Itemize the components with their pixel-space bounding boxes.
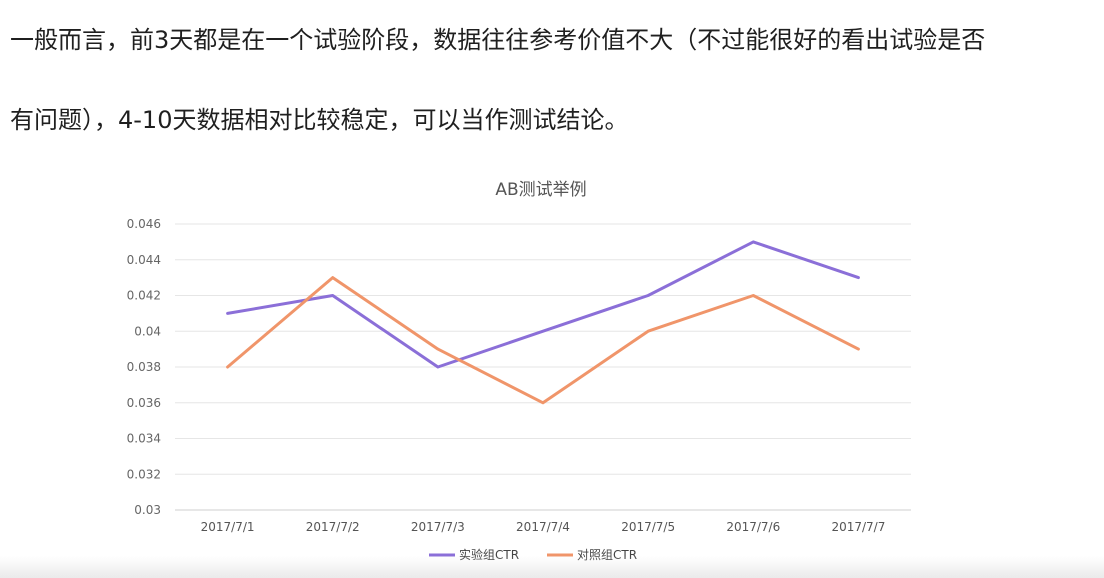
- chart-title: AB测试举例: [495, 180, 586, 200]
- y-tick-label: 0.03: [134, 503, 161, 517]
- intro-paragraph: 一般而言，前3天都是在一个试验阶段，数据往往参考价值不大（不过能很好的看出试验是…: [10, 0, 1096, 160]
- x-tick-label: 2017/7/4: [516, 520, 570, 534]
- y-axis-ticks: 0.03 0.032 0.034 0.036 0.038 0.04 0.042 0.044 0.…: [127, 217, 161, 517]
- line-chart: AB测试举例 0.03 0.032 0.034 0.036 0.038 0.04 0.042…: [127, 180, 911, 562]
- y-tick-label: 0.042: [127, 289, 161, 303]
- paragraph-line-2: 有问题），4-10天数据相对比较稳定，可以当作测试结论。: [10, 106, 629, 134]
- x-axis-ticks: 2017/7/1 2017/7/2 2017/7/3 2017/7/4 2017/7/5…: [201, 520, 886, 534]
- y-tick-label: 0.036: [127, 396, 161, 410]
- y-tick-label: 0.032: [127, 467, 161, 481]
- y-tick-label: 0.034: [127, 432, 161, 446]
- x-tick-label: 2017/7/3: [411, 520, 465, 534]
- y-tick-label: 0.038: [127, 360, 161, 374]
- bottom-fade: [0, 556, 1104, 578]
- x-tick-label: 2017/7/1: [201, 520, 255, 534]
- x-tick-label: 2017/7/7: [831, 520, 885, 534]
- paragraph-line-1: 一般而言，前3天都是在一个试验阶段，数据往往参考价值不大（不过能很好的看出试验是…: [10, 26, 986, 54]
- y-tick-label: 0.046: [127, 217, 161, 231]
- grid-lines: [175, 223, 911, 511]
- series-line-1: [226, 240, 860, 369]
- x-tick-label: 2017/7/6: [726, 520, 780, 534]
- y-tick-label: 0.04: [134, 324, 161, 338]
- series-lines: [226, 240, 860, 405]
- x-tick-label: 2017/7/2: [306, 520, 360, 534]
- x-tick-label: 2017/7/5: [621, 520, 675, 534]
- y-tick-label: 0.044: [127, 253, 161, 267]
- series-line-2: [226, 276, 860, 405]
